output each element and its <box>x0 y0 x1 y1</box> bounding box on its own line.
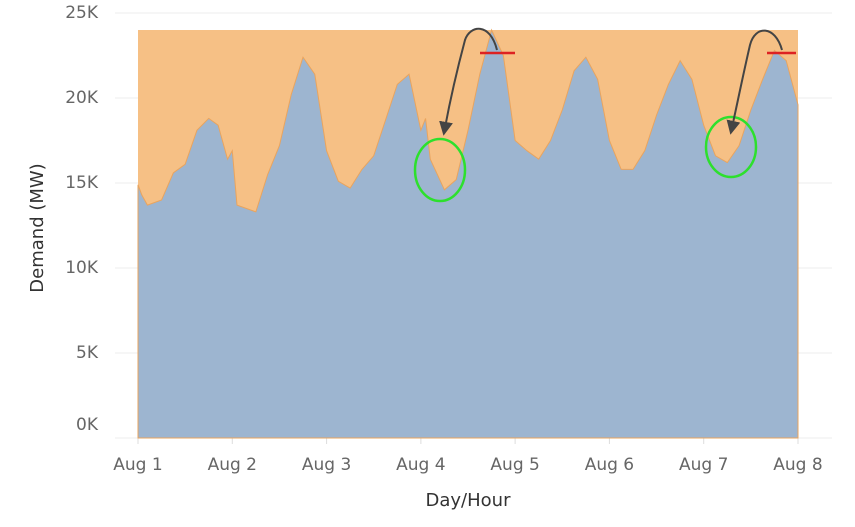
x-tick-label: Aug 1 <box>113 455 162 475</box>
x-tick-label: Aug 8 <box>773 455 822 475</box>
y-tick-label: 5K <box>76 343 99 363</box>
y-tick-label: 0K <box>76 415 99 435</box>
y-tick-label: 20K <box>65 88 99 108</box>
x-tick-label: Aug 2 <box>208 455 257 475</box>
y-tick-label: 15K <box>65 173 99 193</box>
x-tick-label: Aug 4 <box>396 455 445 475</box>
areas <box>137 28 799 439</box>
highlight-circle <box>704 115 758 179</box>
y-tick-label: 25K <box>65 3 99 23</box>
x-tick-label: Aug 6 <box>585 455 634 475</box>
y-axis-title: Demand (MW) <box>27 163 48 292</box>
highlight-circle <box>413 137 467 203</box>
x-tick-label: Aug 7 <box>679 455 728 475</box>
annotations <box>413 27 796 203</box>
arrow <box>726 29 783 135</box>
x-tick-label: Aug 3 <box>302 455 351 475</box>
x-tick-label: Aug 5 <box>490 455 539 475</box>
arrow <box>439 27 498 136</box>
y-tick-label: 10K <box>65 258 99 278</box>
x-axis-title: Day/Hour <box>426 490 512 511</box>
demand-area <box>137 28 799 439</box>
